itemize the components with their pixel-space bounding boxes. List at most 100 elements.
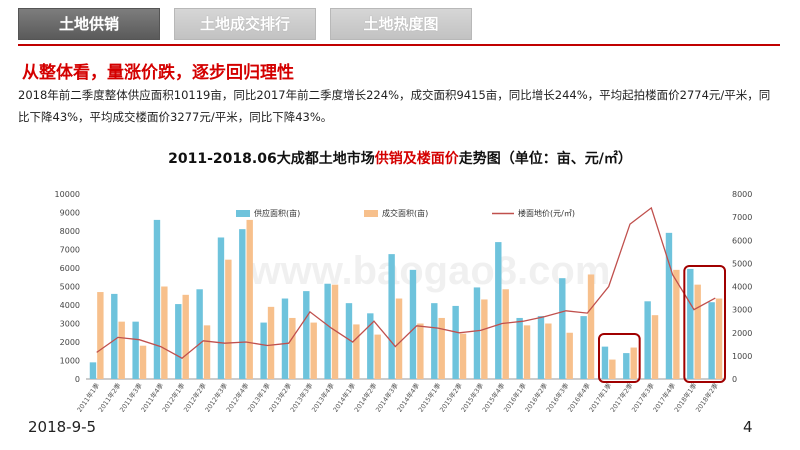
highlight-box xyxy=(598,333,641,383)
bar-supply xyxy=(153,219,161,379)
bar-deal xyxy=(459,333,467,379)
page-number: 4 xyxy=(743,418,753,436)
bar-supply xyxy=(580,316,587,379)
bar-deal xyxy=(545,323,552,379)
bar-supply xyxy=(175,304,182,379)
y-right-tick-label: 4000 xyxy=(732,283,752,292)
headline: 从整体看，量涨价跌，逐步回归理性 xyxy=(22,63,294,83)
highlight-box xyxy=(683,265,726,383)
bar-supply xyxy=(644,301,651,379)
bar-deal xyxy=(310,322,317,379)
chart-title-prefix: 2011-2018.06大成都土地市场 xyxy=(168,151,375,167)
bar-supply xyxy=(196,289,203,379)
bar-deal xyxy=(374,334,381,379)
y-left-tick-label: 7000 xyxy=(60,246,80,255)
bar-supply xyxy=(111,293,118,379)
chart-title-suffix: 走势图（单位：亩、元/㎡） xyxy=(458,151,632,167)
bar-supply xyxy=(367,313,374,379)
bar-deal xyxy=(225,259,232,379)
bar-supply xyxy=(495,242,502,379)
bar-supply xyxy=(559,278,566,379)
bar-supply xyxy=(623,353,630,379)
bar-deal xyxy=(417,323,424,379)
header-divider xyxy=(18,44,780,46)
bar-deal xyxy=(97,292,104,379)
bar-deal xyxy=(246,219,253,379)
legend-swatch-deal xyxy=(364,210,378,217)
bar-supply xyxy=(665,232,673,379)
y-right-tick-label: 0 xyxy=(732,375,737,384)
bar-supply xyxy=(516,317,523,379)
tab-land-heatmap[interactable]: 土地热度图 xyxy=(330,8,472,40)
bar-deal xyxy=(587,274,595,379)
legend-label-supply: 供应面积(亩) xyxy=(254,208,300,218)
bar-deal xyxy=(203,325,211,379)
bar-deal xyxy=(609,359,616,379)
bar-supply xyxy=(473,287,481,379)
bar-deal xyxy=(673,269,680,379)
bar-supply xyxy=(452,305,459,379)
bar-deal xyxy=(395,298,403,379)
bar-deal xyxy=(267,306,275,379)
bar-supply xyxy=(345,303,353,379)
legend-swatch-supply xyxy=(236,210,250,217)
bar-supply xyxy=(687,268,694,379)
legend-label-price: 楼面地价(元/㎡) xyxy=(518,208,575,218)
bar-deal xyxy=(289,317,296,379)
bar-deal xyxy=(715,298,723,379)
bar-deal xyxy=(182,294,189,379)
bar-supply xyxy=(431,303,438,379)
bar-deal xyxy=(566,332,573,379)
bar-supply xyxy=(281,298,289,379)
bar-supply xyxy=(708,302,715,379)
bar-deal xyxy=(161,286,168,379)
summary-paragraph: 2018年前二季度整体供应面积10119亩，同比2017年前二季度增长224%，… xyxy=(18,88,771,124)
chart-title-highlight: 供销及楼面价 xyxy=(374,151,459,167)
y-left-tick-label: 8000 xyxy=(60,227,80,236)
y-left-tick-label: 6000 xyxy=(60,264,80,273)
bar-supply xyxy=(89,362,97,379)
y-right-tick-label: 1000 xyxy=(732,352,752,361)
bar-supply xyxy=(217,237,225,379)
bar-supply xyxy=(601,346,609,379)
bar-deal xyxy=(353,324,360,379)
tab-bar: 土地供销 土地成交排行 土地热度图 xyxy=(18,8,472,40)
bar-deal xyxy=(523,325,531,379)
y-right-tick-label: 7000 xyxy=(732,213,752,222)
bar-deal xyxy=(139,345,147,379)
bar-supply xyxy=(303,291,310,379)
bar-supply xyxy=(409,269,417,379)
bar-deal xyxy=(651,315,659,379)
bar-deal xyxy=(481,299,488,379)
bar-supply xyxy=(260,322,267,379)
y-left-tick-label: 5000 xyxy=(60,283,80,292)
y-left-tick-label: 9000 xyxy=(60,209,80,218)
y-left-tick-label: 0 xyxy=(75,375,80,384)
bar-supply xyxy=(388,254,395,379)
legend-label-deal: 成交面积(亩) xyxy=(382,208,428,218)
y-right-tick-label: 3000 xyxy=(732,306,752,315)
bar-supply xyxy=(132,321,139,379)
footer-date: 2018-9-5 xyxy=(28,418,97,436)
y-right-tick-label: 8000 xyxy=(732,190,752,199)
bar-supply xyxy=(239,229,246,379)
y-left-tick-label: 1000 xyxy=(60,357,80,366)
bar-supply xyxy=(324,283,331,379)
bar-deal xyxy=(118,321,125,379)
chart-title: 2011-2018.06大成都土地市场供销及楼面价走势图（单位：亩、元/㎡） xyxy=(0,148,800,168)
y-left-tick-label: 4000 xyxy=(60,301,80,310)
bar-deal xyxy=(438,317,445,379)
y-left-tick-label: 10000 xyxy=(55,190,80,199)
watermark-text: www.baogao8.com xyxy=(249,249,611,293)
bar-deal xyxy=(630,347,637,379)
bar-deal xyxy=(502,289,509,379)
y-right-tick-label: 5000 xyxy=(732,259,752,268)
bar-supply xyxy=(537,316,545,379)
y-left-tick-label: 3000 xyxy=(60,320,80,329)
tab-land-ranking[interactable]: 土地成交排行 xyxy=(174,8,316,40)
y-right-tick-label: 2000 xyxy=(732,329,752,338)
combo-chart: www.baogao8.com 0 1000 2000 3000 4000 5000 6000… xyxy=(55,190,753,412)
tab-land-supply[interactable]: 土地供销 xyxy=(18,8,160,40)
y-right-tick-label: 6000 xyxy=(732,236,752,245)
y-left-tick-label: 2000 xyxy=(60,338,80,347)
